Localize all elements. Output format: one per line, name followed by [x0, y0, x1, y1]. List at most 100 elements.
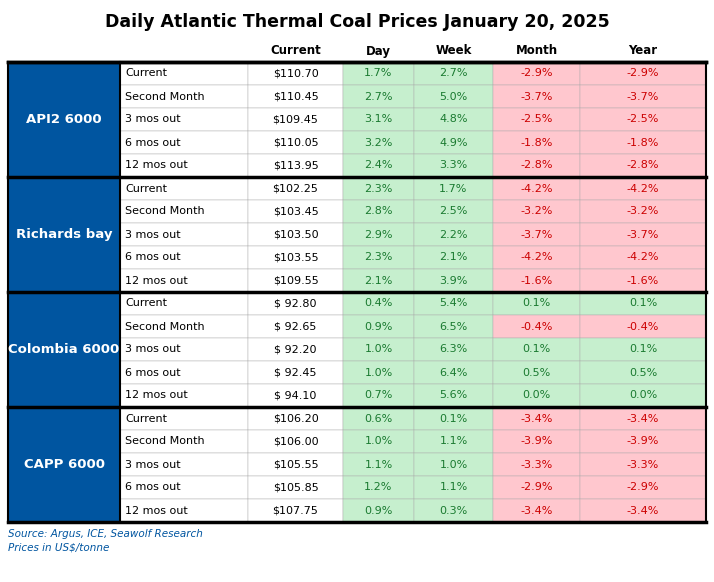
Text: Source: Argus, ICE, Seawolf Research: Source: Argus, ICE, Seawolf Research: [8, 529, 203, 539]
Text: 2.4%: 2.4%: [364, 161, 393, 171]
Text: $103.55: $103.55: [273, 253, 318, 262]
Text: 6 mos out: 6 mos out: [125, 482, 181, 492]
Bar: [343, 108, 414, 131]
Bar: [248, 223, 343, 246]
Bar: [8, 292, 120, 407]
Text: 6 mos out: 6 mos out: [125, 137, 181, 147]
Bar: [120, 62, 248, 85]
Text: 0.5%: 0.5%: [629, 367, 657, 378]
Bar: [493, 154, 580, 177]
Text: -2.5%: -2.5%: [521, 115, 553, 125]
Bar: [120, 430, 248, 453]
Bar: [493, 108, 580, 131]
Text: 5.4%: 5.4%: [439, 299, 468, 308]
Bar: [248, 200, 343, 223]
Bar: [414, 338, 493, 361]
Text: 2.3%: 2.3%: [364, 183, 393, 193]
Text: $ 94.10: $ 94.10: [274, 391, 317, 400]
Text: $110.45: $110.45: [273, 91, 318, 101]
Bar: [414, 407, 493, 430]
Text: 4.9%: 4.9%: [439, 137, 468, 147]
Text: 0.3%: 0.3%: [439, 506, 468, 516]
Text: Prices in US$/tonne: Prices in US$/tonne: [8, 543, 109, 553]
Text: 2.1%: 2.1%: [439, 253, 468, 262]
Bar: [580, 499, 706, 522]
Text: $105.55: $105.55: [273, 460, 318, 470]
Bar: [493, 62, 580, 85]
Text: 6 mos out: 6 mos out: [125, 253, 181, 262]
Bar: [493, 384, 580, 407]
Text: -3.7%: -3.7%: [521, 229, 553, 240]
Bar: [493, 361, 580, 384]
Bar: [493, 269, 580, 292]
Text: Richards bay: Richards bay: [16, 228, 112, 241]
Bar: [414, 85, 493, 108]
Text: 0.7%: 0.7%: [364, 391, 393, 400]
Bar: [580, 384, 706, 407]
Text: -3.4%: -3.4%: [627, 506, 659, 516]
Text: Colombia 6000: Colombia 6000: [9, 343, 120, 356]
Text: 12 mos out: 12 mos out: [125, 161, 188, 171]
Bar: [248, 131, 343, 154]
Text: -4.2%: -4.2%: [627, 183, 659, 193]
Text: 0.1%: 0.1%: [439, 413, 468, 424]
Bar: [493, 200, 580, 223]
Bar: [248, 430, 343, 453]
Bar: [120, 315, 248, 338]
Bar: [580, 154, 706, 177]
Bar: [343, 338, 414, 361]
Text: 3 mos out: 3 mos out: [125, 229, 181, 240]
Text: 3.1%: 3.1%: [364, 115, 393, 125]
Text: 2.3%: 2.3%: [364, 253, 393, 262]
Bar: [580, 338, 706, 361]
Text: -3.7%: -3.7%: [627, 229, 659, 240]
Text: 0.1%: 0.1%: [629, 299, 657, 308]
Bar: [248, 407, 343, 430]
Bar: [580, 292, 706, 315]
Bar: [248, 269, 343, 292]
Text: 5.0%: 5.0%: [439, 91, 468, 101]
Bar: [120, 108, 248, 131]
Bar: [493, 476, 580, 499]
Text: 2.5%: 2.5%: [439, 207, 468, 217]
Text: 1.7%: 1.7%: [364, 69, 393, 79]
Bar: [120, 384, 248, 407]
Text: $109.55: $109.55: [273, 275, 318, 286]
Bar: [493, 85, 580, 108]
Text: -0.4%: -0.4%: [521, 321, 553, 332]
Text: 6.4%: 6.4%: [439, 367, 468, 378]
Text: -3.2%: -3.2%: [521, 207, 553, 217]
Text: 6 mos out: 6 mos out: [125, 367, 181, 378]
Bar: [343, 223, 414, 246]
Text: $107.75: $107.75: [273, 506, 318, 516]
Bar: [493, 315, 580, 338]
Bar: [493, 292, 580, 315]
Bar: [414, 246, 493, 269]
Text: 1.0%: 1.0%: [364, 367, 393, 378]
Bar: [414, 499, 493, 522]
Text: Second Month: Second Month: [125, 436, 205, 446]
Text: 3.2%: 3.2%: [364, 137, 393, 147]
Bar: [343, 453, 414, 476]
Bar: [120, 246, 248, 269]
Text: Month: Month: [516, 44, 558, 58]
Bar: [120, 453, 248, 476]
Text: Week: Week: [436, 44, 472, 58]
Text: $110.05: $110.05: [273, 137, 318, 147]
Bar: [414, 223, 493, 246]
Bar: [580, 200, 706, 223]
Bar: [414, 453, 493, 476]
Text: Year: Year: [628, 44, 658, 58]
Text: -3.2%: -3.2%: [627, 207, 659, 217]
Bar: [580, 246, 706, 269]
Bar: [580, 62, 706, 85]
Bar: [248, 177, 343, 200]
Text: $ 92.80: $ 92.80: [274, 299, 317, 308]
Text: Current: Current: [125, 69, 167, 79]
Text: 0.0%: 0.0%: [523, 391, 550, 400]
Bar: [414, 292, 493, 315]
Bar: [248, 292, 343, 315]
Text: $113.95: $113.95: [273, 161, 318, 171]
Bar: [343, 499, 414, 522]
Text: -3.4%: -3.4%: [627, 413, 659, 424]
